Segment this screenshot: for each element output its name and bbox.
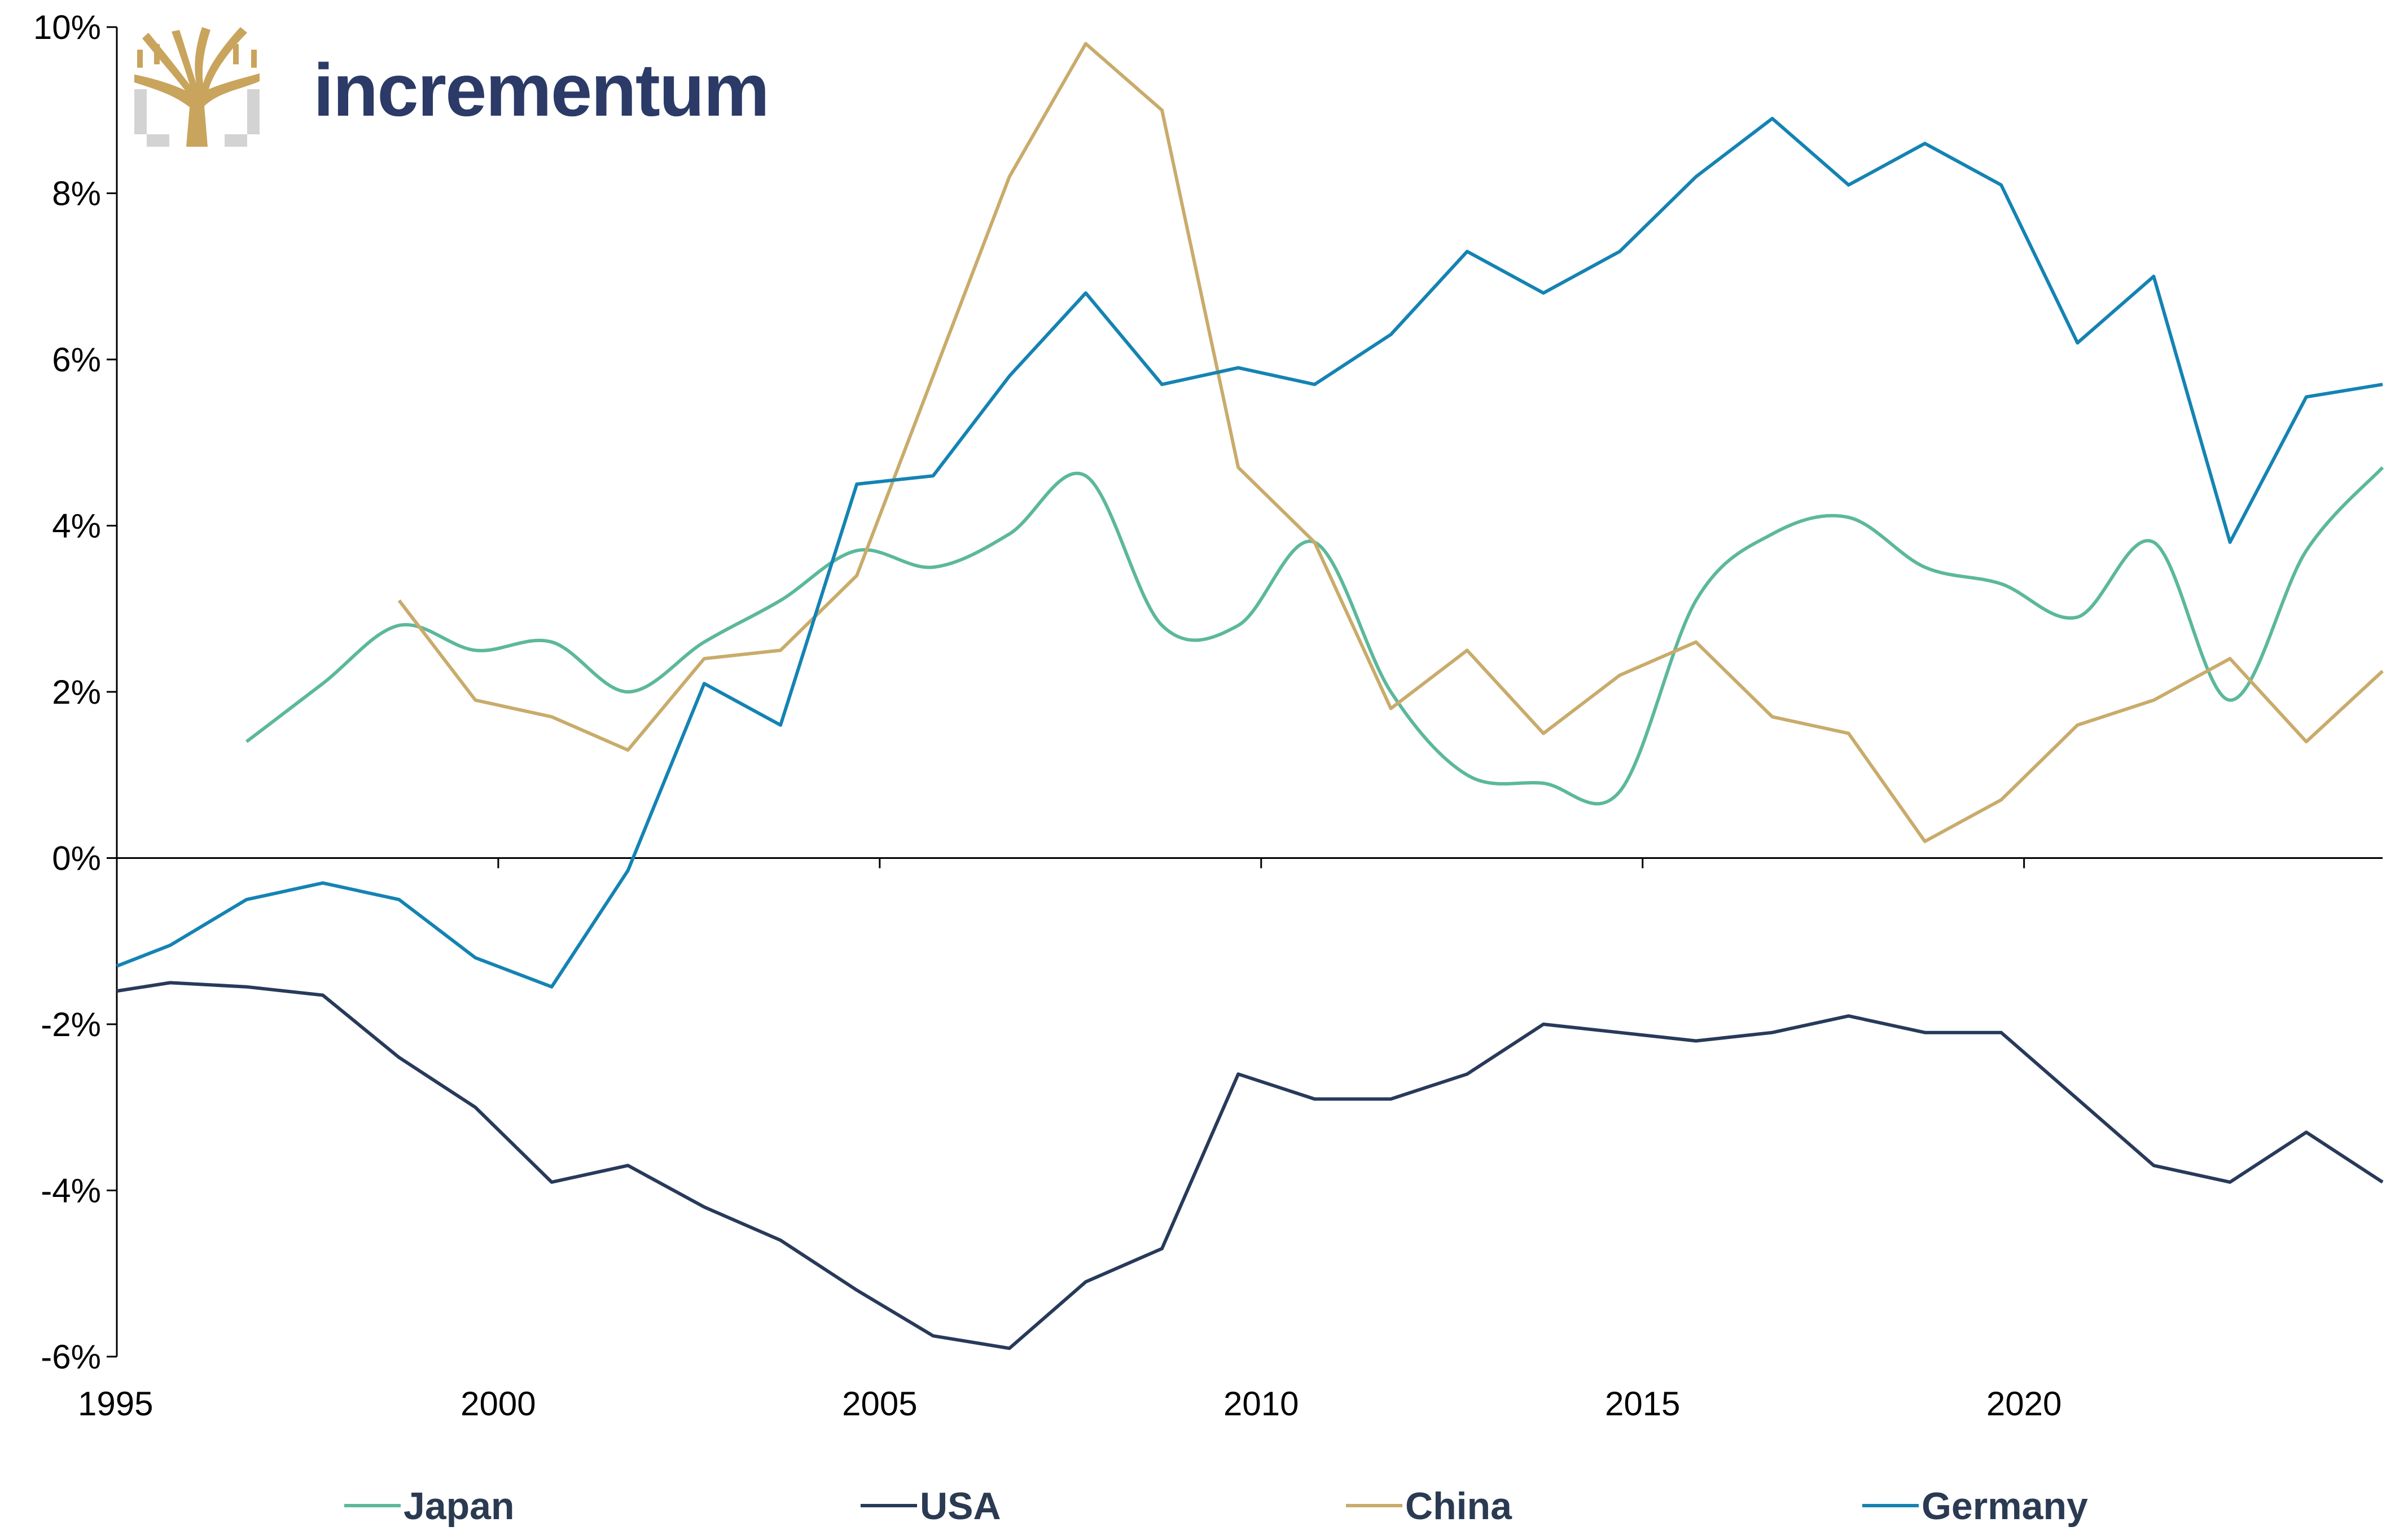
axes: -6% -4% -2% 0% 2% 4% 6% 8% 10% 1995 2000 2005 2010 20…	[33, 8, 2383, 1423]
y-tick-label: 0%	[52, 840, 101, 878]
x-tick-label: 2000	[460, 1385, 536, 1423]
legend-item-germany: Germany	[1862, 1485, 2088, 1528]
y-tick-label: 6%	[52, 341, 101, 379]
y-tick-label: 10%	[33, 8, 101, 46]
series-line-china	[397, 42, 2384, 843]
legend-item-china: China	[1346, 1485, 1512, 1528]
legend-label: China	[1405, 1485, 1512, 1528]
legend-label: Japan	[403, 1485, 515, 1528]
legend-label: Germany	[1922, 1485, 2088, 1528]
x-tick-label: 2015	[1605, 1385, 1680, 1423]
legend-item-japan: Japan	[344, 1485, 515, 1528]
x-tick-label: 2005	[842, 1385, 917, 1423]
legend-label: USA	[920, 1485, 1001, 1528]
x-tick-label: 2020	[1986, 1385, 2062, 1423]
y-tick-label: -6%	[41, 1338, 101, 1376]
y-tick-label: -2%	[41, 1006, 101, 1043]
series-line-usa	[116, 981, 2384, 1350]
tree-logo-icon	[134, 27, 260, 147]
series-line-japan	[245, 466, 2384, 806]
y-tick-label: 8%	[52, 175, 101, 213]
x-tick-label: 1995	[78, 1385, 153, 1423]
x-tick-label: 2010	[1223, 1385, 1299, 1423]
y-tick-label: 4%	[52, 507, 101, 545]
series-line-germany	[116, 117, 2383, 989]
legend-item-usa: USA	[861, 1485, 1001, 1528]
series-layer	[116, 42, 2384, 1350]
y-tick-label: 2%	[52, 673, 101, 711]
y-tick-label: -4%	[41, 1172, 101, 1210]
brand-name: incrementum	[313, 49, 769, 131]
legend: Japan USA China Germany	[344, 1485, 2088, 1528]
